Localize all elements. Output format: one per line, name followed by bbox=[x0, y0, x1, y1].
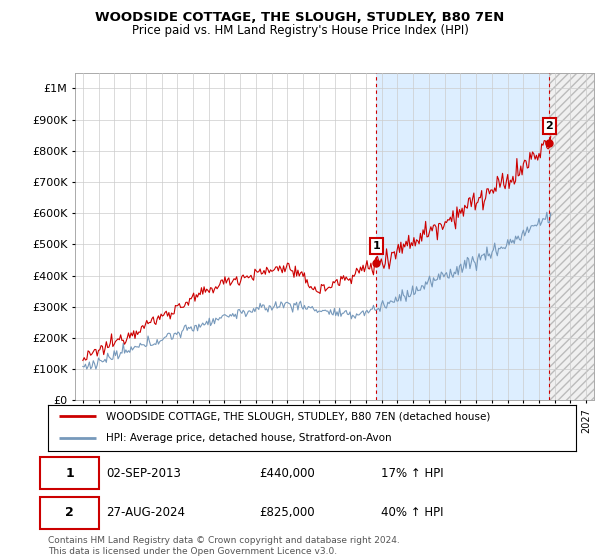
Text: 40% ↑ HPI: 40% ↑ HPI bbox=[380, 506, 443, 519]
Text: 02-SEP-2013: 02-SEP-2013 bbox=[106, 467, 181, 480]
Text: 1: 1 bbox=[373, 241, 380, 251]
FancyBboxPatch shape bbox=[40, 497, 99, 529]
Text: 27-AUG-2024: 27-AUG-2024 bbox=[106, 506, 185, 519]
Text: Price paid vs. HM Land Registry's House Price Index (HPI): Price paid vs. HM Land Registry's House … bbox=[131, 24, 469, 37]
Bar bbox=[549, 73, 594, 400]
Text: WOODSIDE COTTAGE, THE SLOUGH, STUDLEY, B80 7EN (detached house): WOODSIDE COTTAGE, THE SLOUGH, STUDLEY, B… bbox=[106, 412, 490, 421]
Bar bbox=[549, 73, 594, 400]
Text: WOODSIDE COTTAGE, THE SLOUGH, STUDLEY, B80 7EN: WOODSIDE COTTAGE, THE SLOUGH, STUDLEY, B… bbox=[95, 11, 505, 24]
Bar bbox=[376, 73, 549, 400]
Text: 1: 1 bbox=[65, 467, 74, 480]
Text: £440,000: £440,000 bbox=[259, 467, 315, 480]
Text: £825,000: £825,000 bbox=[259, 506, 315, 519]
Text: 2: 2 bbox=[545, 121, 553, 131]
Text: HPI: Average price, detached house, Stratford-on-Avon: HPI: Average price, detached house, Stra… bbox=[106, 433, 392, 443]
Text: 17% ↑ HPI: 17% ↑ HPI bbox=[380, 467, 443, 480]
Text: 2: 2 bbox=[65, 506, 74, 519]
Text: Contains HM Land Registry data © Crown copyright and database right 2024.
This d: Contains HM Land Registry data © Crown c… bbox=[48, 536, 400, 556]
FancyBboxPatch shape bbox=[40, 458, 99, 489]
